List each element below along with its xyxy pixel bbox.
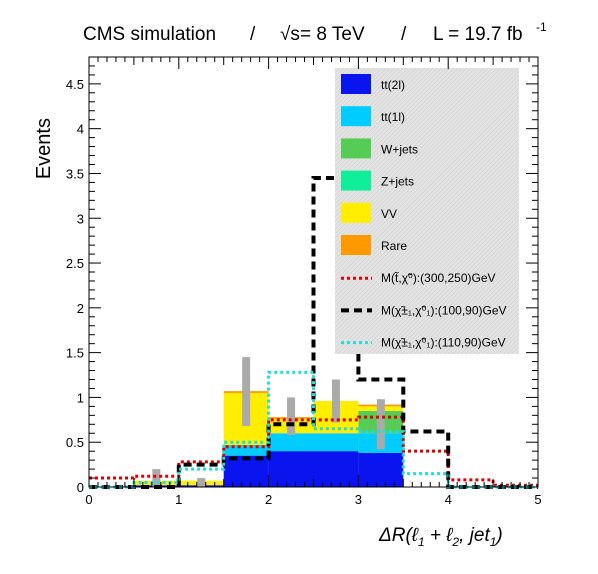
header-energy-sqrt: √s (280, 24, 300, 45)
legend: tt(2l) tt(1l) W+jets Z+jets VV Rare M(t̃,χ̃⁰):… (335, 68, 519, 354)
y-tick-label: 1.5 (66, 346, 84, 361)
legend-label-1: tt(1l) (381, 110, 405, 124)
header-experiment: CMS simulation (83, 24, 216, 45)
y-tick-label: 1 (77, 390, 84, 405)
y-tick-label: 0.5 (66, 435, 84, 450)
legend-label-0: tt(2l) (381, 78, 405, 92)
error-bar-0 (152, 469, 161, 487)
header-separator-1: / (250, 24, 256, 45)
legend-swatch-2 (341, 138, 371, 159)
y-tick-label: 2 (77, 301, 84, 316)
legend-label-3: Z+jets (381, 175, 414, 189)
legend-swatch-1 (341, 106, 371, 127)
bar-tt-2l--bin-5 (313, 451, 359, 487)
axes: 0 1 2 3 4 5 0 0.5 1 1.5 2 2.5 3 3.5 4 4.5 (66, 56, 542, 507)
x-tick-label: 1 (175, 492, 182, 507)
error-bar-1 (197, 478, 206, 487)
x-tick-label: 3 (355, 492, 362, 507)
x-axis-title: ΔR(ℓ1 + ℓ2, jet1) (378, 525, 503, 549)
y-tick-label: 3 (77, 211, 84, 226)
header-luminosity-exponent: -1 (536, 20, 547, 34)
legend-label-7: M(χ̃±₁,χ̃⁰₁):(100,90)GeV (381, 303, 507, 317)
y-tick-label: 2.5 (66, 256, 84, 271)
bar-tt-2l--bin-4 (268, 451, 314, 487)
legend-swatch-4 (341, 202, 371, 223)
y-axis-title: Events (33, 118, 55, 179)
signal-line-1 (89, 175, 538, 489)
error-bar-4 (331, 379, 340, 423)
x-tick-label: 5 (534, 492, 541, 507)
legend-swatch-5 (341, 235, 371, 255)
error-bar-2 (242, 357, 251, 427)
y-tick-label: 0 (77, 480, 84, 495)
bar-tt-2l--bin-3 (223, 455, 269, 487)
legend-swatch-0 (341, 74, 371, 94)
bar-tt-1l--bin-5 (313, 433, 359, 452)
error-bar-5 (376, 399, 385, 450)
legend-swatch-3 (341, 170, 371, 191)
bar-tt-1l--bin-4 (268, 433, 314, 452)
header-energy-value: = 8 TeV (300, 24, 365, 45)
uncertainty-bars (152, 357, 385, 487)
error-bar-3 (287, 397, 296, 436)
y-tick-label: 4.5 (66, 77, 84, 92)
bar-tt-2l--bin-6 (358, 452, 404, 487)
legend-label-8: M(χ̃±₁,χ̃⁰₁):(110,90)GeV (381, 336, 506, 350)
header: CMS simulation / √s = 8 TeV / L = 19.7 f… (83, 20, 547, 45)
legend-label-4: VV (381, 207, 397, 221)
bar-tt-1l--bin-3 (223, 444, 269, 456)
legend-label-2: W+jets (381, 142, 418, 156)
header-separator-2: / (401, 24, 407, 45)
legend-label-5: Rare (381, 239, 407, 253)
legend-label-6: M(t̃,χ̃⁰):(300,250)GeV (381, 271, 496, 286)
x-tick-label: 0 (85, 492, 92, 507)
x-tick-label: 4 (445, 492, 452, 507)
y-tick-label: 3.5 (66, 166, 84, 181)
y-tick-label: 4 (77, 122, 84, 137)
header-luminosity: L = 19.7 fb (433, 24, 523, 45)
x-tick-label: 2 (265, 492, 272, 507)
